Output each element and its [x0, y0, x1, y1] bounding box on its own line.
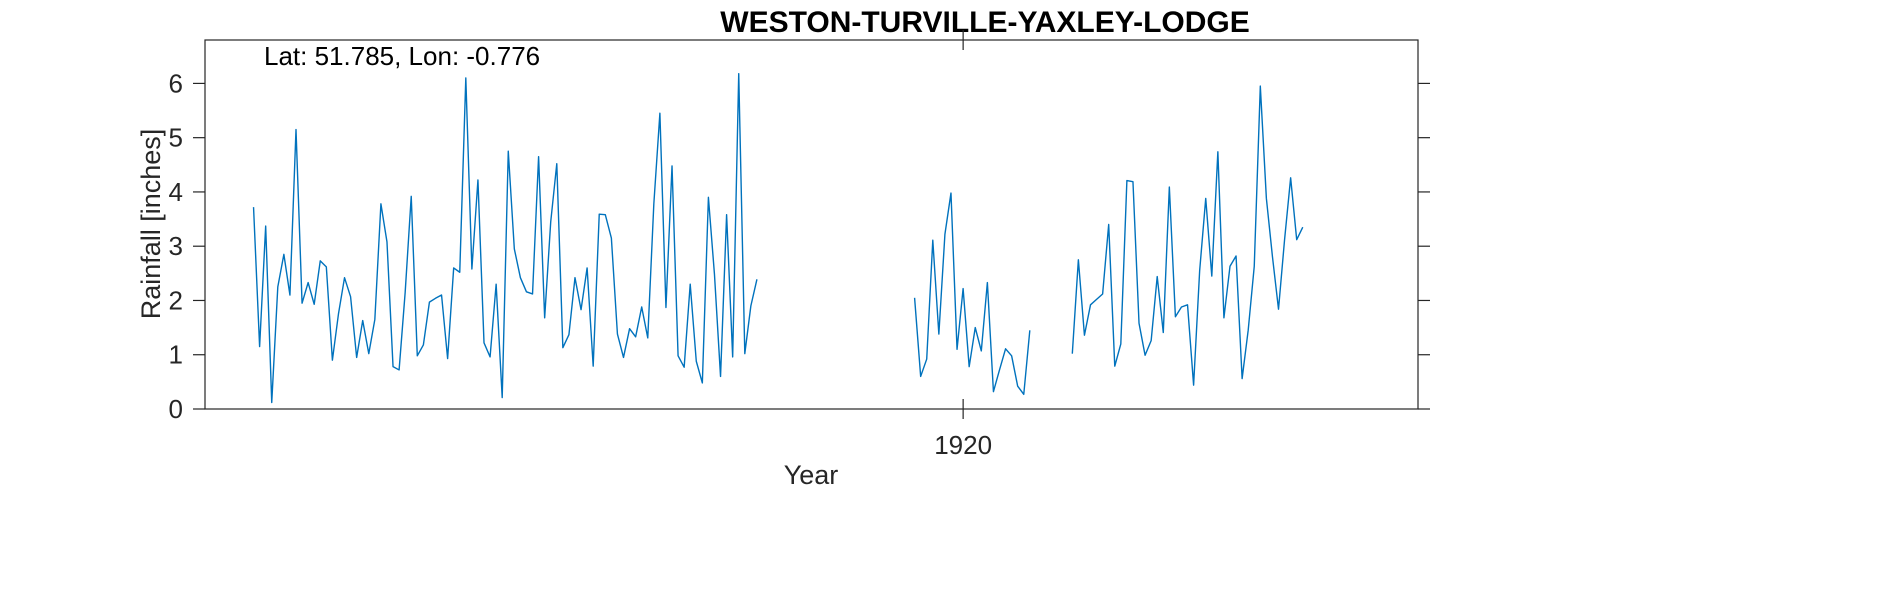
y-tick-label: 2 — [169, 285, 183, 315]
y-tick-label: 3 — [169, 231, 183, 261]
x-axis-label: Year — [784, 460, 839, 490]
y-tick-label: 6 — [169, 68, 183, 98]
axis-ticks — [193, 30, 1430, 419]
rainfall-series-segment — [252, 72, 758, 404]
y-tick-label: 0 — [169, 394, 183, 424]
plot-area-frame — [204, 39, 1419, 410]
y-tick-label: 5 — [169, 123, 183, 153]
station-coordinates-annotation: Lat: 51.785, Lon: -0.776 — [264, 41, 540, 71]
rainfall-series-segment — [1071, 85, 1304, 386]
rainfall-series — [252, 72, 1304, 404]
axis-tick-labels: 0 1 2 3 4 5 6 1920 — [169, 68, 993, 460]
x-tick-label: 1920 — [934, 430, 992, 460]
chart-title: WESTON-TURVILLE-YAXLEY-LODGE — [720, 6, 1250, 39]
rainfall-series-segment — [913, 192, 1031, 396]
y-axis-label: Rainfall [inches] — [136, 129, 166, 320]
y-tick-label: 4 — [169, 177, 183, 207]
y-tick-label: 1 — [169, 340, 183, 370]
